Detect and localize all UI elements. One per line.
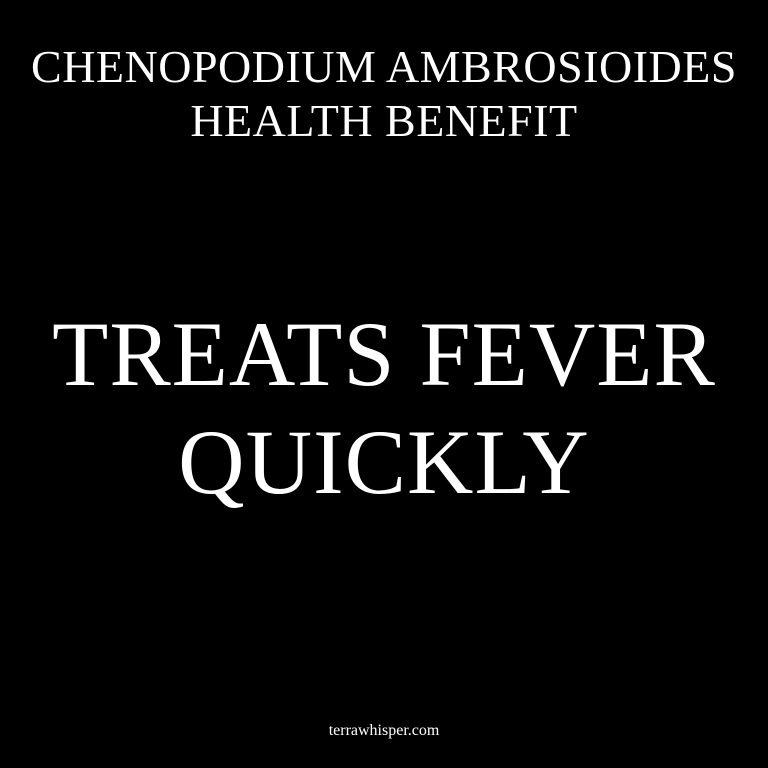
headline-line-2: QUICKLY (178, 411, 590, 513)
benefit-headline: TREATS FEVER QUICKLY (0, 300, 768, 516)
title-line-1: CHENOPODIUM AMBROSIOIDES (31, 41, 737, 92)
site-watermark: terrawhisper.com (328, 722, 440, 739)
headline-line-1: TREATS FEVER (52, 303, 716, 405)
page-title: CHENOPODIUM AMBROSIOIDES HEALTH BENEFIT (0, 40, 768, 148)
title-line-2: HEALTH BENEFIT (190, 95, 578, 146)
